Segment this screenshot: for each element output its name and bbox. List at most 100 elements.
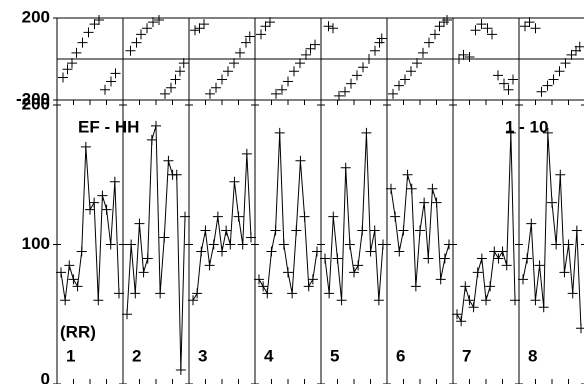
marker: [148, 17, 158, 28]
marker: [212, 211, 223, 222]
annotation: (RR): [60, 322, 96, 341]
marker: [406, 183, 417, 194]
marker: [211, 82, 221, 93]
marker: [520, 21, 530, 32]
marker: [221, 225, 232, 236]
marker: [171, 169, 182, 180]
marker: [217, 74, 227, 85]
series-line: [192, 153, 252, 301]
marker: [505, 127, 516, 138]
marker: [352, 70, 362, 81]
marker: [301, 49, 311, 60]
series-line: [126, 125, 186, 371]
marker: [559, 267, 570, 278]
marker: [402, 169, 413, 180]
marker: [548, 74, 559, 85]
marker: [229, 58, 239, 69]
marker: [71, 47, 82, 58]
marker: [542, 80, 553, 91]
marker: [435, 274, 446, 285]
marker: [299, 211, 310, 222]
marker: [68, 274, 79, 285]
marker: [328, 211, 339, 222]
marker: [256, 29, 266, 40]
marker: [194, 23, 205, 34]
marker: [106, 76, 116, 87]
marker: [258, 281, 269, 292]
marker: [151, 120, 161, 131]
marker: [427, 183, 438, 194]
marker: [344, 239, 355, 250]
annotation: 1 - 10: [505, 117, 548, 136]
panel-label: 3: [198, 346, 207, 365]
marker: [497, 246, 508, 257]
marker: [130, 288, 141, 299]
marker: [501, 260, 512, 271]
marker: [464, 295, 475, 306]
y-tick-label: 0: [41, 369, 50, 384]
marker: [307, 274, 318, 285]
marker: [472, 267, 483, 278]
marker: [265, 17, 275, 28]
marker: [310, 39, 320, 50]
marker: [349, 267, 359, 278]
panel-label: 6: [396, 346, 405, 365]
marker: [328, 23, 338, 34]
marker: [464, 51, 475, 62]
marker: [110, 68, 121, 79]
marker: [542, 127, 553, 138]
marker: [369, 225, 380, 236]
marker: [336, 295, 347, 306]
marker: [324, 288, 335, 299]
marker: [271, 88, 281, 99]
marker: [364, 54, 374, 64]
annotation: EF - HH: [78, 117, 139, 136]
marker: [205, 88, 215, 99]
marker: [468, 302, 479, 313]
marker: [188, 295, 198, 306]
marker: [241, 148, 252, 159]
marker: [85, 204, 95, 215]
marker: [518, 274, 528, 285]
panel-label: 1: [66, 346, 75, 365]
marker: [456, 316, 467, 327]
y-tick-label: 100: [22, 234, 50, 253]
marker: [320, 253, 330, 264]
marker: [89, 19, 100, 30]
marker: [101, 204, 112, 215]
marker: [567, 288, 578, 299]
marker: [76, 246, 87, 257]
marker: [163, 155, 174, 166]
y-tick-label: 200: [22, 94, 50, 113]
marker: [394, 246, 405, 257]
marker: [229, 176, 240, 187]
marker: [200, 225, 211, 236]
marker: [394, 80, 404, 91]
marker: [503, 84, 514, 95]
marker: [109, 176, 120, 187]
panel-label: 2: [132, 346, 141, 365]
marker: [460, 281, 471, 292]
marker: [470, 25, 481, 36]
marker: [274, 127, 285, 138]
marker: [406, 66, 416, 77]
marker: [430, 29, 440, 40]
marker: [370, 45, 380, 56]
marker: [170, 74, 181, 85]
marker: [277, 84, 287, 95]
marker: [530, 23, 541, 34]
marker: [361, 127, 372, 138]
marker: [241, 37, 251, 48]
marker: [62, 64, 73, 75]
marker: [235, 47, 245, 58]
marker: [122, 309, 132, 320]
marker: [378, 239, 388, 250]
marker: [138, 267, 149, 278]
marker: [487, 29, 497, 40]
marker: [576, 323, 584, 334]
marker: [481, 295, 491, 306]
marker: [60, 295, 71, 306]
marker: [454, 54, 464, 64]
marker: [439, 253, 450, 264]
